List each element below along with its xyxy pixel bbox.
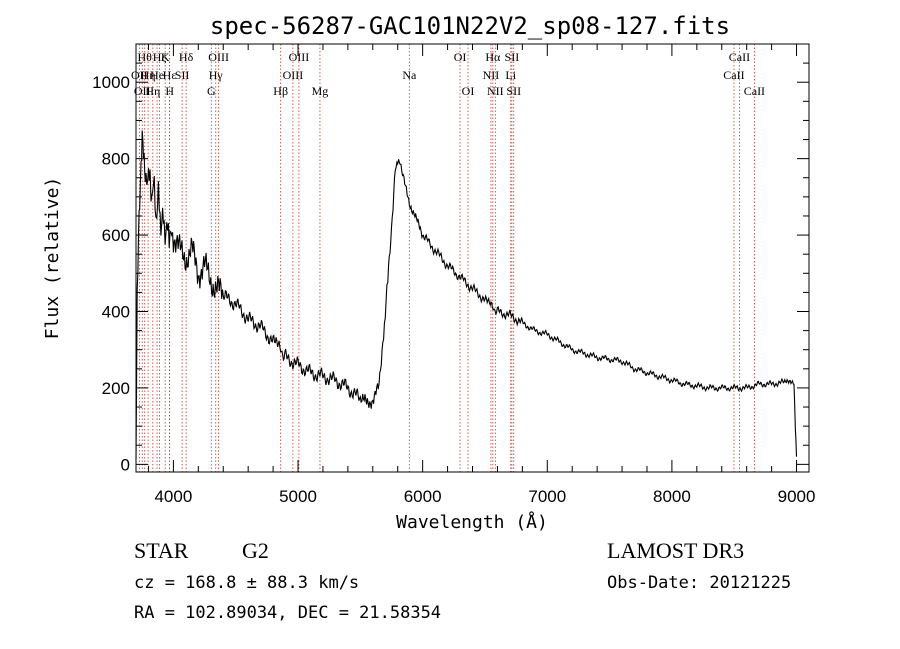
line-label-2: Hθ	[138, 50, 153, 64]
emission-line-labels: OIIOIIHθHηHηHeHζKHHεSIIHδGHγOIIIHβOIIIOI…	[131, 50, 765, 98]
line-label-12: G	[207, 84, 216, 98]
line-label-7: K	[161, 50, 170, 64]
line-label-29: CaII	[729, 50, 750, 64]
line-label-13: Hγ	[209, 68, 224, 82]
y-axis-ticks: 0 200 400 600 800 1000	[92, 62, 809, 474]
line-label-18: Mg	[312, 84, 329, 98]
line-label-16: OIII	[283, 68, 304, 82]
line-label-4: Hη	[145, 84, 160, 98]
line-label-19: Na	[402, 68, 417, 82]
y-tick-label-1: 200	[102, 379, 130, 398]
line-label-26: SII	[505, 50, 520, 64]
line-label-23: Hα	[485, 50, 501, 64]
line-label-28: CaII	[723, 68, 744, 82]
line-label-30: CaII	[744, 84, 765, 98]
spectrum-chart: spec-56287-GAC101N22V2_sp08-127.fits OII…	[42, 12, 816, 533]
line-label-20: OI	[454, 50, 467, 64]
y-axis-label: Flux (relative)	[42, 177, 63, 340]
x-tick-label-1: 5000	[279, 487, 317, 506]
line-label-15: Hβ	[273, 84, 288, 98]
spectrum-line	[135, 130, 798, 460]
redshift-velocity: cz = 168.8 ± 88.3 km/s	[134, 573, 360, 593]
emission-line-markers	[138, 44, 755, 472]
observation-date: Obs-Date: 20121225	[607, 573, 792, 593]
x-axis-label: Wavelength (Å)	[396, 511, 548, 533]
x-axis-ticks: 4000 5000 6000 7000 8000 9000	[147, 44, 816, 506]
line-label-8: H	[165, 84, 174, 98]
x-tick-label-5: 9000	[778, 487, 816, 506]
line-label-1: OII	[134, 84, 151, 98]
chart-title: spec-56287-GAC101N22V2_sp08-127.fits	[210, 12, 730, 40]
object-class: STAR	[134, 538, 189, 563]
survey-name: LAMOST DR3	[607, 538, 745, 563]
line-label-27: SII	[506, 84, 521, 98]
sky-coordinates: RA = 102.89034, DEC = 21.58354	[134, 603, 442, 623]
line-label-10: SII	[175, 68, 190, 82]
line-label-6: Hζ	[153, 50, 167, 64]
y-tick-label-3: 600	[102, 226, 130, 245]
line-label-0: OII	[131, 68, 148, 82]
line-label-21: OI	[462, 84, 475, 98]
y-tick-label-5: 1000	[92, 73, 130, 92]
x-tick-label-3: 7000	[528, 487, 566, 506]
x-tick-label-4: 8000	[653, 487, 691, 506]
x-tick-label-2: 6000	[404, 487, 442, 506]
plot-frame	[135, 43, 810, 473]
line-label-24: NII	[487, 84, 504, 98]
line-label-9: Hε	[163, 68, 177, 82]
y-tick-label-0: 0	[121, 455, 130, 474]
x-tick-label-0: 4000	[154, 487, 192, 506]
line-label-25: Li	[505, 68, 516, 82]
line-label-14: OIII	[208, 50, 229, 64]
line-label-5: He	[150, 68, 164, 82]
y-tick-label-4: 800	[102, 150, 130, 169]
line-label-17: OIII	[289, 50, 310, 64]
line-label-11: Hδ	[179, 50, 194, 64]
object-subclass: G2	[242, 538, 269, 563]
y-tick-label-2: 400	[102, 303, 130, 322]
line-label-22: NII	[483, 68, 500, 82]
line-label-3: Hη	[141, 68, 156, 82]
